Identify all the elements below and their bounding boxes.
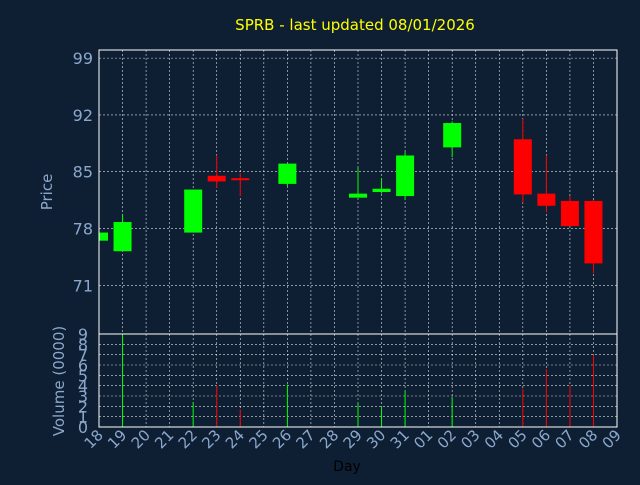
day-axis: 1819202122232425262728293031010203040506… — [81, 426, 625, 452]
volume-tick-label: 6 — [78, 356, 88, 375]
candle-up — [184, 189, 203, 233]
day-tick-label: 25 — [245, 426, 271, 452]
candle-up — [113, 222, 132, 252]
candle-up — [396, 155, 415, 197]
day-tick-label: 30 — [363, 426, 389, 452]
candle-down — [231, 178, 250, 181]
volume-axis-label: Volume (0000) — [50, 326, 68, 436]
candle-up — [99, 232, 108, 241]
day-tick-label: 19 — [104, 426, 130, 452]
day-tick-label: 28 — [316, 426, 342, 452]
day-tick-label: 31 — [387, 426, 413, 452]
volume-bars — [122, 334, 594, 427]
day-tick-label: 20 — [128, 426, 154, 452]
day-tick-label: 22 — [175, 426, 201, 452]
volume-tick-label: 9 — [78, 325, 88, 344]
volume-tick-label: 3 — [78, 387, 88, 406]
day-tick-label: 03 — [457, 426, 483, 452]
day-tick-label: 24 — [222, 426, 248, 452]
x-axis-label: Day — [333, 459, 361, 475]
volume-tick-label: 4 — [78, 377, 88, 396]
volume-tick-label: 0 — [78, 418, 88, 437]
candle-down — [207, 175, 226, 182]
candle-up — [278, 163, 297, 184]
candle-down — [584, 200, 603, 264]
day-tick-label: 27 — [293, 426, 319, 452]
candle-up — [349, 193, 367, 198]
price-axis-label: Price — [38, 174, 56, 211]
price-tick-label: 99 — [73, 49, 93, 68]
price-tick-label: 71 — [73, 276, 93, 295]
volume-tick-label: 8 — [78, 335, 88, 354]
chart-title: SPRB - last updated 08/01/2026 — [235, 16, 475, 34]
candle-down — [560, 200, 579, 227]
day-tick-label: 01 — [410, 426, 436, 452]
price-tick-label: 78 — [73, 220, 93, 239]
volume-tick-label: 1 — [78, 408, 88, 427]
price-tick-label: 92 — [73, 106, 93, 125]
volume-tick-label: 5 — [78, 366, 88, 385]
volume-tick-label: 2 — [78, 397, 88, 416]
day-tick-label: 08 — [575, 426, 601, 452]
day-tick-label: 07 — [552, 426, 578, 452]
price-grid — [99, 50, 617, 334]
day-tick-label: 26 — [269, 426, 295, 452]
day-tick-label: 21 — [151, 426, 177, 452]
price-tick-label: 85 — [73, 163, 93, 182]
candle-up — [443, 123, 462, 148]
day-tick-label: 02 — [434, 426, 460, 452]
day-tick-label: 06 — [528, 426, 554, 452]
day-tick-label: 05 — [504, 426, 530, 452]
candle-down — [537, 193, 556, 206]
price-axis: 71 78 85 92 99 — [73, 49, 93, 295]
candle-up — [372, 188, 391, 192]
day-tick-label: 29 — [340, 426, 366, 452]
day-tick-label: 09 — [599, 426, 625, 452]
candle-down — [513, 139, 532, 195]
day-tick-label: 04 — [481, 426, 507, 452]
candles — [98, 118, 603, 274]
volume-tick-label: 7 — [78, 346, 88, 365]
volume-panel-frame — [98, 333, 618, 428]
day-tick-label: 23 — [198, 426, 224, 452]
